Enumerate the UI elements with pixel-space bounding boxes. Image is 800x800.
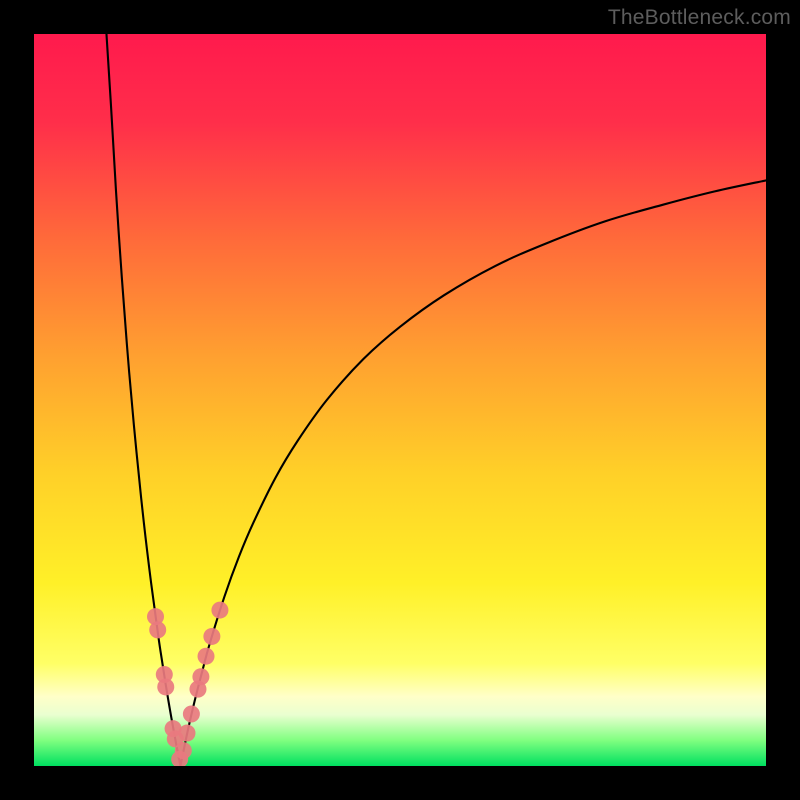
data-marker	[178, 725, 195, 742]
data-marker	[203, 628, 220, 645]
data-marker	[183, 706, 200, 723]
data-marker	[192, 668, 209, 685]
data-marker	[211, 602, 228, 619]
chart-container: TheBottleneck.com	[0, 0, 800, 800]
data-marker	[149, 621, 166, 638]
data-marker	[198, 648, 215, 665]
bottleneck-chart	[0, 0, 800, 800]
data-marker	[157, 678, 174, 695]
chart-background-gradient	[34, 34, 766, 766]
data-marker	[175, 742, 192, 759]
watermark-label: TheBottleneck.com	[608, 6, 791, 30]
